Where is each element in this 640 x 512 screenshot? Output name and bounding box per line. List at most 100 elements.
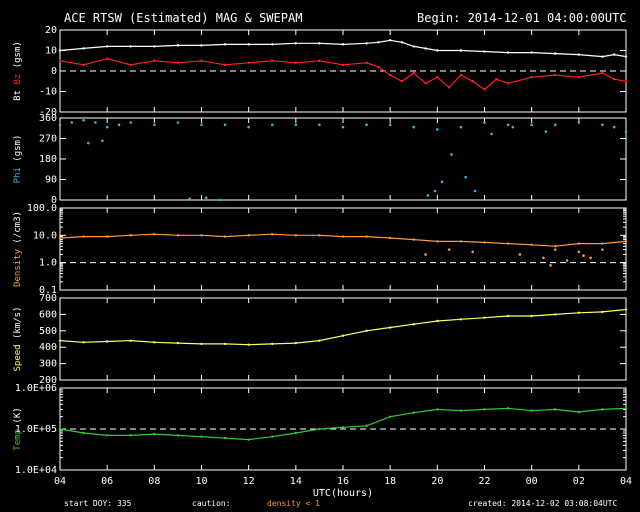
mag-point <box>200 44 203 47</box>
density-point <box>129 234 132 237</box>
phi-point <box>270 123 274 127</box>
mag-point <box>447 86 451 89</box>
speed-point <box>153 341 156 344</box>
mag-point <box>223 63 227 67</box>
mag-point <box>577 75 581 79</box>
phi-ylabel-part: (gsm) <box>13 135 23 168</box>
x-tick-label: 06 <box>101 476 113 487</box>
mag-point <box>530 75 533 79</box>
temp-ytick-label: 1.0E+05 <box>15 424 57 435</box>
speed-ytick-label: 500 <box>39 326 57 337</box>
temp-ylabel: Temp (K) <box>13 407 23 450</box>
density-point <box>554 245 557 248</box>
phi-ytick-label: 270 <box>39 134 57 145</box>
mag-point <box>530 51 533 54</box>
mag-point <box>459 49 463 52</box>
panel-temp: 1.0E+06 1.0E+05 1.0E+04 Temp (K) <box>13 383 628 476</box>
density-point <box>589 256 592 260</box>
speed-point <box>105 340 109 343</box>
density-point <box>518 253 522 256</box>
speed-ytick-label: 300 <box>39 359 57 370</box>
speed-ylabel-part: Speed <box>13 344 23 371</box>
phi-point <box>464 175 467 179</box>
phi-point <box>247 125 250 129</box>
phi-point <box>412 125 416 129</box>
mag-point <box>613 53 616 56</box>
phi-frame <box>59 117 627 201</box>
phi-point <box>70 121 74 124</box>
density-point <box>436 240 439 243</box>
mag-point <box>247 43 250 46</box>
caution-value: density < 1 <box>267 499 320 508</box>
mag-point <box>377 41 380 44</box>
temp-point <box>129 434 132 437</box>
mag-point <box>271 59 274 62</box>
temp-point <box>436 408 439 411</box>
mag-point <box>388 73 392 77</box>
mag-point <box>436 49 439 52</box>
temp-point <box>294 431 298 435</box>
x-tick-label: 14 <box>290 476 302 487</box>
mag-ylabel-part: (gsm) <box>13 41 23 74</box>
mag-point <box>247 61 250 64</box>
phi-ytick-label: 360 <box>39 113 57 124</box>
temp-point <box>459 409 463 412</box>
mag-point <box>577 53 581 56</box>
mag-ytick-label: 0 <box>51 66 57 77</box>
speed-point <box>318 339 321 342</box>
density-point <box>294 234 298 237</box>
speed-point <box>483 316 486 319</box>
density-point <box>447 248 451 251</box>
density-ytick-label: 0.1 <box>39 285 57 296</box>
x-tick-label: 00 <box>526 476 538 487</box>
phi-point <box>450 153 453 156</box>
temp-point <box>271 435 274 438</box>
temp-point <box>624 407 628 410</box>
phi-point <box>440 180 444 184</box>
mag-point <box>424 82 427 85</box>
density-point <box>549 264 552 267</box>
temp-point <box>554 408 557 411</box>
density-ytick-label: 1.0 <box>39 258 57 269</box>
density-frame <box>59 207 627 291</box>
density-point <box>582 254 585 257</box>
mag-ylabel: Bt Bz (gsm) <box>13 41 23 101</box>
density-point <box>483 241 486 244</box>
mag-point <box>400 80 404 83</box>
phi-point <box>117 123 121 127</box>
temp-point <box>105 434 109 437</box>
speed-point <box>601 310 604 314</box>
temp-point <box>412 411 415 414</box>
mag-point <box>506 82 510 85</box>
temp-point <box>483 408 486 411</box>
phi-ytick-label: 90 <box>45 175 57 186</box>
phi-point <box>506 123 510 127</box>
speed-point <box>223 342 227 346</box>
phi-ytick-label: 180 <box>39 154 57 165</box>
speed-point <box>412 323 415 326</box>
speed-point <box>82 341 85 344</box>
speed-point <box>365 329 368 332</box>
mag-point <box>377 65 380 69</box>
density-point <box>153 233 156 236</box>
mag-point <box>341 63 345 67</box>
mag-point <box>388 39 392 42</box>
mag-point <box>82 47 85 50</box>
mag-series-bt <box>59 39 627 58</box>
density-point <box>601 248 604 251</box>
phi-point <box>341 125 345 129</box>
density-point <box>471 250 475 254</box>
speed-point <box>577 311 581 314</box>
mag-point <box>223 43 227 46</box>
phi-ytick-label: 0 <box>51 195 57 206</box>
temp-point <box>506 407 510 410</box>
phi-point <box>433 189 437 193</box>
mag-point <box>294 61 298 64</box>
speed-ytick-label: 700 <box>39 293 57 304</box>
density-point <box>506 242 510 245</box>
mag-series-bz <box>59 58 627 91</box>
mag-point <box>58 59 62 62</box>
speed-ytick-label: 200 <box>39 375 57 386</box>
mag-point <box>400 41 404 44</box>
